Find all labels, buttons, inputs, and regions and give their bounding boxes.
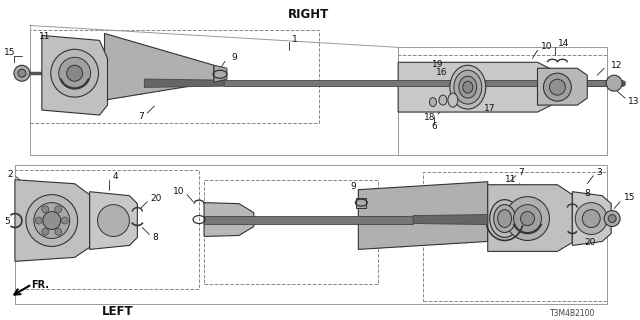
Polygon shape — [214, 65, 227, 82]
Text: RIGHT: RIGHT — [288, 8, 329, 21]
Circle shape — [43, 212, 61, 229]
Circle shape — [42, 206, 49, 213]
Text: 14: 14 — [558, 39, 570, 48]
Text: 10: 10 — [541, 42, 552, 51]
Ellipse shape — [493, 204, 516, 233]
Text: 5: 5 — [4, 217, 10, 226]
Polygon shape — [356, 198, 366, 208]
Circle shape — [582, 210, 600, 228]
Text: 11: 11 — [505, 175, 516, 184]
Text: 1: 1 — [292, 35, 298, 44]
Text: 9: 9 — [351, 182, 356, 191]
Circle shape — [55, 206, 61, 213]
Text: 16: 16 — [436, 68, 448, 77]
Text: 7: 7 — [518, 168, 524, 177]
Circle shape — [59, 57, 91, 89]
Bar — [423, 172, 607, 301]
Text: 15: 15 — [4, 48, 16, 57]
Circle shape — [520, 212, 534, 226]
Text: 12: 12 — [611, 61, 623, 70]
Text: 8: 8 — [584, 189, 590, 198]
Circle shape — [55, 228, 61, 235]
Circle shape — [34, 203, 70, 238]
Circle shape — [97, 204, 129, 236]
Text: 20: 20 — [150, 194, 162, 203]
Circle shape — [67, 65, 83, 81]
Text: LEFT: LEFT — [102, 305, 133, 318]
Text: 2: 2 — [7, 170, 13, 179]
Polygon shape — [104, 33, 214, 100]
Text: FR.: FR. — [31, 280, 49, 290]
Polygon shape — [42, 36, 108, 115]
Circle shape — [506, 197, 549, 240]
Circle shape — [604, 211, 620, 227]
Polygon shape — [204, 203, 254, 236]
Polygon shape — [224, 80, 607, 86]
Text: 4: 4 — [113, 172, 118, 181]
Circle shape — [51, 49, 99, 97]
Circle shape — [61, 217, 68, 224]
Text: 3: 3 — [596, 168, 602, 177]
Polygon shape — [538, 68, 588, 105]
Ellipse shape — [490, 200, 520, 237]
Text: 11: 11 — [39, 32, 51, 41]
Circle shape — [18, 69, 26, 77]
Circle shape — [42, 228, 49, 235]
Ellipse shape — [439, 95, 447, 105]
Polygon shape — [15, 180, 90, 261]
Text: 17: 17 — [484, 104, 495, 113]
Text: 19: 19 — [433, 60, 444, 69]
Text: 13: 13 — [628, 97, 639, 106]
Polygon shape — [572, 192, 611, 245]
Text: 7: 7 — [139, 112, 145, 121]
Bar — [15, 170, 199, 289]
Ellipse shape — [454, 70, 482, 104]
Circle shape — [14, 65, 30, 81]
Circle shape — [608, 215, 616, 222]
Text: 20: 20 — [584, 238, 596, 247]
Ellipse shape — [429, 98, 436, 107]
Ellipse shape — [448, 93, 458, 107]
Polygon shape — [398, 62, 557, 112]
Ellipse shape — [498, 210, 511, 228]
Ellipse shape — [459, 76, 477, 98]
Polygon shape — [413, 215, 488, 225]
Ellipse shape — [463, 81, 473, 93]
Text: T3M4B2100: T3M4B2100 — [550, 308, 595, 318]
Polygon shape — [204, 216, 413, 224]
Text: 6: 6 — [431, 123, 437, 132]
Bar — [398, 55, 607, 155]
Polygon shape — [488, 185, 572, 252]
Text: 15: 15 — [624, 193, 636, 202]
Bar — [204, 180, 378, 284]
Circle shape — [606, 75, 622, 91]
Text: 9: 9 — [231, 53, 237, 62]
Polygon shape — [358, 182, 488, 249]
Polygon shape — [145, 79, 224, 87]
Polygon shape — [90, 192, 138, 249]
Circle shape — [514, 204, 541, 233]
Bar — [30, 30, 319, 123]
Circle shape — [26, 195, 77, 246]
Text: 8: 8 — [152, 233, 158, 242]
Text: 10: 10 — [173, 187, 184, 196]
Circle shape — [549, 79, 565, 95]
Text: 18: 18 — [424, 113, 435, 122]
Circle shape — [35, 217, 42, 224]
Circle shape — [543, 73, 572, 101]
Circle shape — [575, 203, 607, 235]
Ellipse shape — [450, 65, 486, 109]
